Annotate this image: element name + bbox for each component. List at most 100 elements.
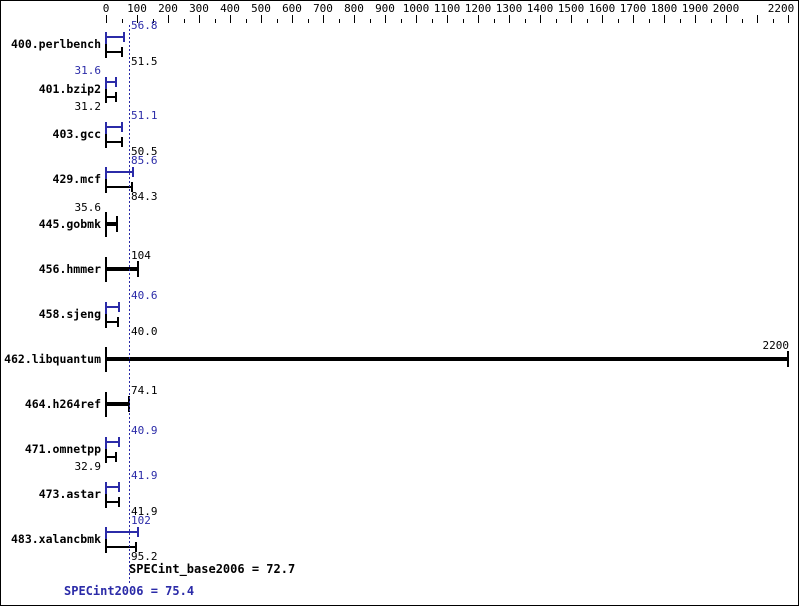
base-bar (106, 141, 122, 143)
x-axis-major-tick (571, 15, 572, 23)
x-axis-minor-tick (308, 19, 309, 23)
single-bar-right-cap (787, 351, 789, 367)
x-axis-tick-label: 1100 (433, 2, 461, 15)
x-axis-tick-label: 800 (344, 2, 364, 15)
x-axis-major-tick (478, 15, 479, 23)
x-axis-minor-tick (649, 19, 650, 23)
x-axis-tick-label: 200 (158, 2, 178, 15)
x-axis-tick-label: 1300 (495, 2, 523, 15)
x-axis-tick-label: 500 (251, 2, 271, 15)
x-axis-minor-tick (277, 19, 278, 23)
benchmark-label: 445.gobmk (38, 217, 101, 231)
base-bar-left-cap (105, 314, 107, 328)
single-bar-left-cap (105, 212, 107, 237)
x-axis-major-tick (416, 15, 417, 23)
x-axis-minor-tick (711, 19, 712, 23)
x-axis-minor-tick (215, 19, 216, 23)
single-bar-left-cap (105, 347, 107, 372)
base-bar-left-cap (105, 44, 107, 58)
x-axis-minor-tick (432, 19, 433, 23)
peak-bar-right-cap (118, 437, 120, 447)
x-axis-major-tick (292, 15, 293, 23)
single-value-label: 74.1 (131, 384, 158, 397)
base-bar (106, 321, 119, 323)
benchmark-label: 462.libquantum (4, 352, 101, 366)
peak-bar-left-cap (105, 482, 107, 494)
x-axis-tick-label: 100 (127, 2, 147, 15)
base-value-label: 84.3 (131, 190, 158, 203)
peak-bar-right-cap (118, 482, 120, 492)
peak-bar-right-cap (137, 527, 139, 537)
x-axis-tick-label: 1900 (681, 2, 709, 15)
x-axis-minor-tick (773, 19, 774, 23)
base-value-label: 50.5 (131, 145, 158, 158)
peak-value-label: 56.8 (131, 19, 158, 32)
x-axis-tick-label: 1000 (402, 2, 430, 15)
single-bar (106, 357, 788, 361)
x-axis-minor-tick (370, 19, 371, 23)
x-axis-minor-tick (556, 19, 557, 23)
single-value-label: 35.6 (74, 201, 102, 214)
base-bar-left-cap (105, 179, 107, 193)
base-bar-right-cap (121, 47, 123, 57)
base-bar-right-cap (117, 317, 119, 327)
x-axis-major-tick (602, 15, 603, 23)
x-axis-tick-label: 700 (313, 2, 333, 15)
peak-metric-text: SPECint2006 = 75.4 (64, 584, 195, 598)
benchmark-label: 403.gcc (52, 127, 101, 141)
x-axis-tick-label: 900 (375, 2, 395, 15)
base-value-label: 40.0 (131, 325, 158, 338)
base-value-label: 51.5 (131, 55, 158, 68)
base-bar-left-cap (105, 449, 107, 463)
x-axis-tick-label: 2200 (767, 2, 795, 15)
single-bar (106, 402, 129, 406)
peak-bar-right-cap (132, 167, 134, 177)
single-value-label: 2200 (762, 339, 790, 352)
base-bar-left-cap (105, 134, 107, 148)
base-bar (106, 546, 136, 548)
base-bar (106, 501, 119, 503)
x-axis-major-tick (230, 15, 231, 23)
base-metric-text: SPECint_base2006 = 72.7 (129, 562, 296, 576)
base-bar-left-cap (105, 494, 107, 508)
x-axis-minor-tick (463, 19, 464, 23)
benchmark-label: 458.sjeng (38, 307, 101, 321)
peak-bar (106, 81, 116, 83)
benchmark-label: 401.bzip2 (38, 82, 101, 96)
peak-value-label: 51.1 (131, 109, 158, 122)
base-bar-right-cap (115, 452, 117, 462)
base-value-label: 32.9 (74, 460, 102, 473)
benchmark-label: 471.omnetpp (24, 442, 101, 456)
x-axis-major-tick (633, 15, 634, 23)
base-value-label: 41.9 (131, 505, 158, 518)
peak-value-label: 102 (131, 514, 151, 527)
peak-bar-right-cap (123, 32, 125, 42)
base-bar (106, 96, 116, 98)
peak-bar (106, 126, 122, 128)
peak-value-label: 41.9 (131, 469, 158, 482)
x-axis-major-tick (695, 15, 696, 23)
base-value-label: 95.2 (131, 550, 158, 563)
x-axis-major-tick (385, 15, 386, 23)
peak-bar (106, 36, 124, 38)
x-axis-major-tick (354, 15, 355, 23)
x-axis-minor-tick (680, 19, 681, 23)
x-axis-minor-tick (494, 19, 495, 23)
x-axis-tick-label: 1200 (464, 2, 492, 15)
base-bar-left-cap (105, 539, 107, 553)
benchmark-label: 429.mcf (52, 172, 101, 186)
peak-bar-right-cap (115, 77, 117, 87)
x-axis-major-tick (757, 15, 758, 23)
peak-value-label: 31.6 (74, 64, 102, 77)
base-bar (106, 456, 117, 458)
peak-bar (106, 306, 119, 308)
x-axis-minor-tick (525, 19, 526, 23)
peak-bar (106, 486, 119, 488)
base-bar-right-cap (115, 92, 117, 102)
x-axis-major-tick (509, 15, 510, 23)
peak-value-label: 85.6 (131, 154, 158, 167)
x-axis-minor-tick (122, 19, 123, 23)
x-axis-minor-tick (153, 19, 154, 23)
x-axis-major-tick (664, 15, 665, 23)
